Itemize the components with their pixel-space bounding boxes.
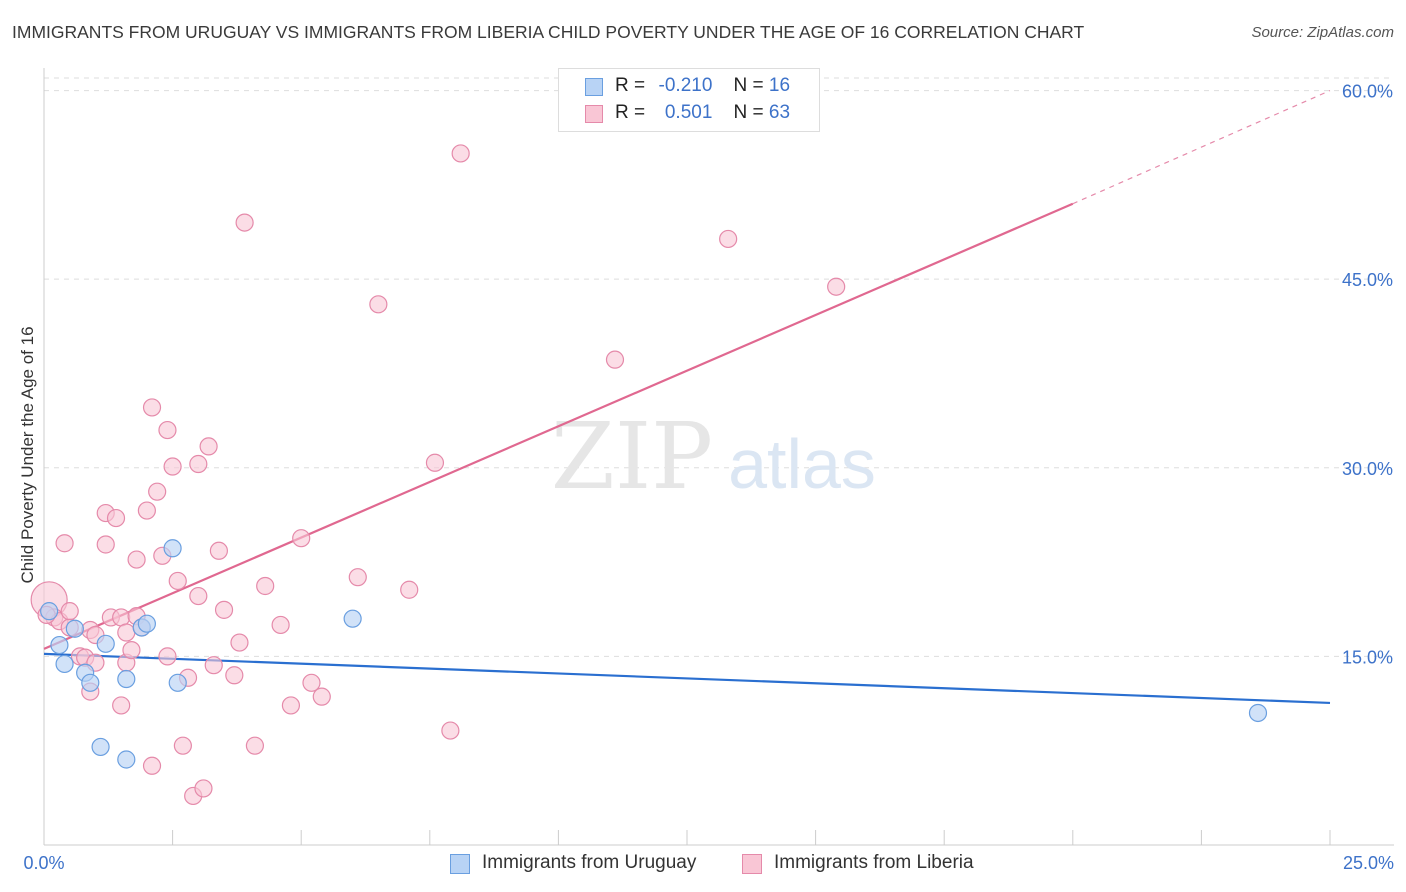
- liberia-trend-line: [43, 202, 1074, 650]
- liberia-trend-extension: [1072, 90, 1331, 205]
- n-label: N =: [733, 75, 764, 96]
- watermark-atlas: atlas: [728, 425, 876, 503]
- liberia-point: [225, 666, 244, 685]
- r-label: R =: [615, 102, 646, 123]
- uruguay-swatch: [585, 78, 603, 96]
- y-tick-label: 45.0%: [1342, 270, 1393, 290]
- liberia-point: [96, 535, 115, 554]
- watermark: ZIP atlas: [551, 403, 876, 510]
- liberia-point: [235, 213, 254, 232]
- liberia-legend-label: Immigrants from Liberia: [774, 852, 974, 873]
- liberia-point: [271, 615, 290, 635]
- uruguay-points: [40, 539, 1268, 769]
- liberia-point: [719, 229, 738, 249]
- uruguay-point: [163, 539, 182, 558]
- tick-labels: 15.0% 30.0% 45.0% 60.0% 0.0% 25.0%: [23, 82, 1394, 873]
- liberia-point: [127, 550, 146, 569]
- liberia-point: [199, 437, 218, 456]
- uruguay-point: [96, 634, 115, 653]
- uruguay-point: [343, 609, 362, 628]
- uruguay-point: [137, 614, 156, 633]
- r-label: R =: [615, 75, 646, 96]
- liberia-point: [122, 641, 141, 660]
- liberia-point: [60, 602, 79, 621]
- uruguay-legend-swatch: [450, 854, 470, 874]
- uruguay-r-value: -0.210: [658, 75, 713, 96]
- liberia-point: [230, 633, 249, 652]
- watermark-zip: ZIP: [551, 403, 713, 510]
- liberia-point: [148, 482, 167, 501]
- uruguay-point: [168, 673, 187, 692]
- n-label: N =: [733, 102, 764, 123]
- uruguay-point: [81, 673, 100, 692]
- liberia-point: [106, 508, 126, 528]
- liberia-points: [30, 144, 846, 806]
- liberia-point: [451, 144, 470, 163]
- x-tick-label: 25.0%: [1343, 853, 1394, 873]
- uruguay-point: [50, 635, 69, 655]
- liberia-point: [117, 623, 136, 642]
- trend-lines: [43, 90, 1331, 705]
- correlation-legend: R = -0.210 N = 16 R = 0.501 N = 63: [558, 68, 820, 132]
- liberia-point: [112, 696, 131, 715]
- uruguay-point: [117, 750, 136, 769]
- liberia-point: [441, 721, 460, 740]
- liberia-point: [189, 586, 208, 606]
- liberia-point: [312, 687, 331, 706]
- liberia-point: [214, 600, 234, 619]
- x-tick-label: 0.0%: [23, 853, 64, 873]
- axes: [43, 68, 1394, 846]
- uruguay-point: [65, 619, 84, 638]
- liberia-point: [348, 568, 367, 587]
- liberia-point: [204, 656, 223, 675]
- liberia-point: [168, 571, 187, 591]
- liberia-r-value: 0.501: [664, 102, 713, 123]
- uruguay-point: [117, 669, 136, 689]
- liberia-point: [605, 350, 625, 369]
- liberia-point: [281, 696, 301, 715]
- liberia-point: [163, 457, 182, 476]
- liberia-point: [425, 453, 445, 472]
- y-tick-label: 30.0%: [1342, 459, 1393, 479]
- liberia-n-value: 63: [768, 102, 791, 123]
- liberia-point: [173, 736, 192, 755]
- uruguay-point: [91, 737, 110, 757]
- liberia-point: [400, 580, 419, 599]
- liberia-point: [302, 673, 321, 692]
- liberia-swatch: [585, 105, 603, 123]
- uruguay-point: [1248, 703, 1268, 723]
- liberia-point: [137, 501, 156, 520]
- liberia-point: [142, 756, 162, 775]
- liberia-point: [158, 420, 177, 440]
- liberia-point: [112, 608, 131, 627]
- liberia-point: [194, 779, 213, 798]
- liberia-point: [209, 541, 228, 560]
- liberia-point: [142, 398, 162, 417]
- liberia-point: [292, 529, 311, 548]
- uruguay-legend-label: Immigrants from Uruguay: [482, 852, 697, 873]
- y-tick-label: 60.0%: [1342, 82, 1393, 102]
- y-axis-label: Child Poverty Under the Age of 16: [18, 326, 37, 584]
- liberia-point: [256, 576, 275, 596]
- uruguay-n-value: 16: [768, 75, 791, 96]
- source-label: Source: ZipAtlas.com: [1251, 24, 1394, 41]
- y-tick-label: 15.0%: [1342, 647, 1393, 667]
- chart-title: IMMIGRANTS FROM URUGUAY VS IMMIGRANTS FR…: [12, 22, 1085, 42]
- uruguay-point: [55, 654, 74, 674]
- uruguay-point: [40, 602, 59, 621]
- liberia-legend-swatch: [742, 854, 762, 874]
- liberia-point: [189, 454, 208, 474]
- liberia-point: [245, 736, 265, 755]
- liberia-point: [55, 534, 74, 553]
- uruguay-trend-line: [43, 652, 1331, 705]
- gridlines: [44, 77, 1394, 657]
- liberia-point: [369, 295, 388, 314]
- liberia-point: [827, 277, 846, 296]
- liberia-point: [158, 647, 177, 666]
